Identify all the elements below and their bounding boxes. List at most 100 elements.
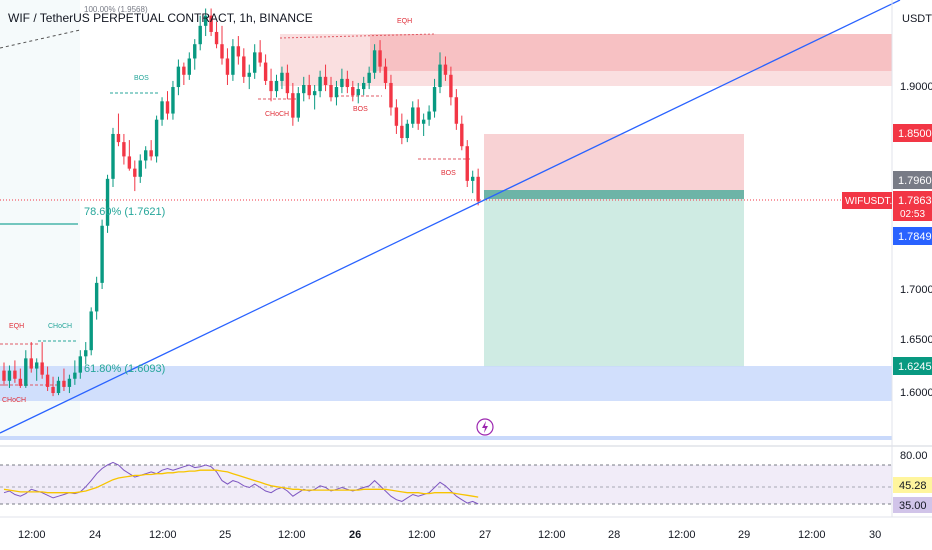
candle-body (40, 362, 44, 375)
candle-body (438, 64, 442, 88)
candle-body (356, 89, 360, 96)
stop-badge: 1.6245 (893, 357, 932, 375)
candle-body (263, 62, 268, 81)
candle-body (460, 123, 464, 147)
entry-band (484, 190, 744, 199)
candle-body (24, 358, 28, 386)
bos-2-label: BOS (353, 106, 368, 113)
fib-786-label: 78.60% (1.7621) (84, 206, 165, 218)
x-tick-9: 12:00 (538, 529, 566, 541)
candle-body (127, 156, 132, 169)
candle-body (454, 97, 459, 124)
svg-text:35.00: 35.00 (899, 500, 927, 512)
candle-body (7, 370, 12, 381)
candle-body (94, 282, 99, 312)
candle-body (378, 50, 382, 67)
candle-body (383, 66, 388, 83)
candle-body (345, 78, 350, 88)
target-badge: 1.8500 (893, 124, 932, 142)
x-tick-13: 12:00 (798, 529, 826, 541)
y-tick-2: 1.7000 (900, 284, 932, 296)
lightning-icon[interactable] (476, 418, 494, 436)
candle-body (427, 111, 431, 120)
candle-body (231, 46, 235, 75)
candle-body (122, 142, 126, 157)
y-tick-1: 1.9000 (900, 81, 932, 93)
candle-body (405, 123, 409, 139)
rsi-lines (3, 461, 479, 505)
svg-text:45.28: 45.28 (899, 480, 927, 492)
candle-body (171, 87, 175, 114)
svg-text:WIFUSDT.P: WIFUSDT.P (845, 196, 899, 207)
x-tick-4: 25 (219, 529, 231, 541)
candle-body (296, 93, 300, 118)
candle-body (165, 101, 170, 114)
candle-body (100, 225, 104, 283)
candle-body (154, 119, 159, 157)
demand-zone-line (0, 436, 892, 440)
candle-body (220, 44, 224, 59)
candle-body (225, 58, 230, 75)
chart-title: WIF / TetherUS PERPETUAL CONTRACT, 1h, B… (8, 11, 313, 25)
x-tick-1: 12:00 (18, 529, 46, 541)
svg-text:1.7849: 1.7849 (898, 231, 932, 243)
candle-body (432, 87, 437, 112)
candle-body (105, 178, 110, 226)
eqh-left-label: EQH (9, 323, 24, 330)
candle-body (56, 380, 61, 394)
candle-body (35, 362, 39, 369)
x-tick-7: 12:00 (408, 529, 436, 541)
candle-body (269, 80, 273, 92)
candle-body (318, 76, 322, 92)
rsi-line (3, 461, 479, 505)
svg-text:02:53: 02:53 (900, 209, 925, 220)
candle-body (411, 107, 415, 124)
candle-body (45, 374, 50, 387)
candle-body (176, 66, 181, 88)
candle-body (351, 87, 355, 96)
x-tick-14: 30 (869, 529, 881, 541)
candle-body (394, 107, 399, 126)
entry-badge: 1.7960 (893, 171, 932, 189)
candle-body (307, 85, 311, 96)
svg-text:1.6245: 1.6245 (898, 361, 932, 373)
candle-body (465, 146, 469, 181)
x-tick-2: 24 (89, 529, 101, 541)
candle-body (334, 87, 339, 98)
candle-body (111, 133, 115, 179)
candle-body (323, 76, 328, 85)
svg-text:1.7863: 1.7863 (898, 195, 932, 207)
candle-body (471, 176, 475, 181)
x-tick-5: 12:00 (278, 529, 306, 541)
x-tick-11: 12:00 (668, 529, 696, 541)
candle-body (51, 386, 55, 394)
target-zone (484, 199, 744, 367)
candle-body (133, 168, 137, 177)
candle-body (236, 46, 241, 57)
candle-body (312, 91, 317, 96)
bos-1-label: BOS (134, 75, 149, 82)
candle-body (291, 93, 295, 118)
candle-body (476, 176, 480, 202)
fib-618-label: 61.80% (1.6093) (84, 363, 165, 375)
demand-zone (0, 366, 892, 401)
svg-text:1.7960: 1.7960 (898, 175, 932, 187)
fib-top-dashed (0, 29, 81, 49)
currency-label: USDT (902, 13, 932, 25)
rsi-band (0, 465, 892, 504)
symbol-badge: WIFUSDT.P (842, 192, 899, 209)
candle-body (302, 85, 306, 94)
choch-mid-label: CHoCH (265, 111, 289, 118)
choch-left-top-label: CHoCH (48, 323, 72, 330)
candle-body (258, 52, 262, 63)
candle-body (416, 107, 420, 124)
candle-body (78, 356, 82, 373)
candle-body (13, 370, 17, 379)
trend-line[interactable] (0, 0, 901, 434)
rsi-value-badge: 45.28 (893, 477, 932, 493)
candle-body (214, 31, 219, 45)
candle-body (18, 378, 23, 386)
candle-body (29, 358, 33, 369)
candle-body (73, 372, 77, 379)
